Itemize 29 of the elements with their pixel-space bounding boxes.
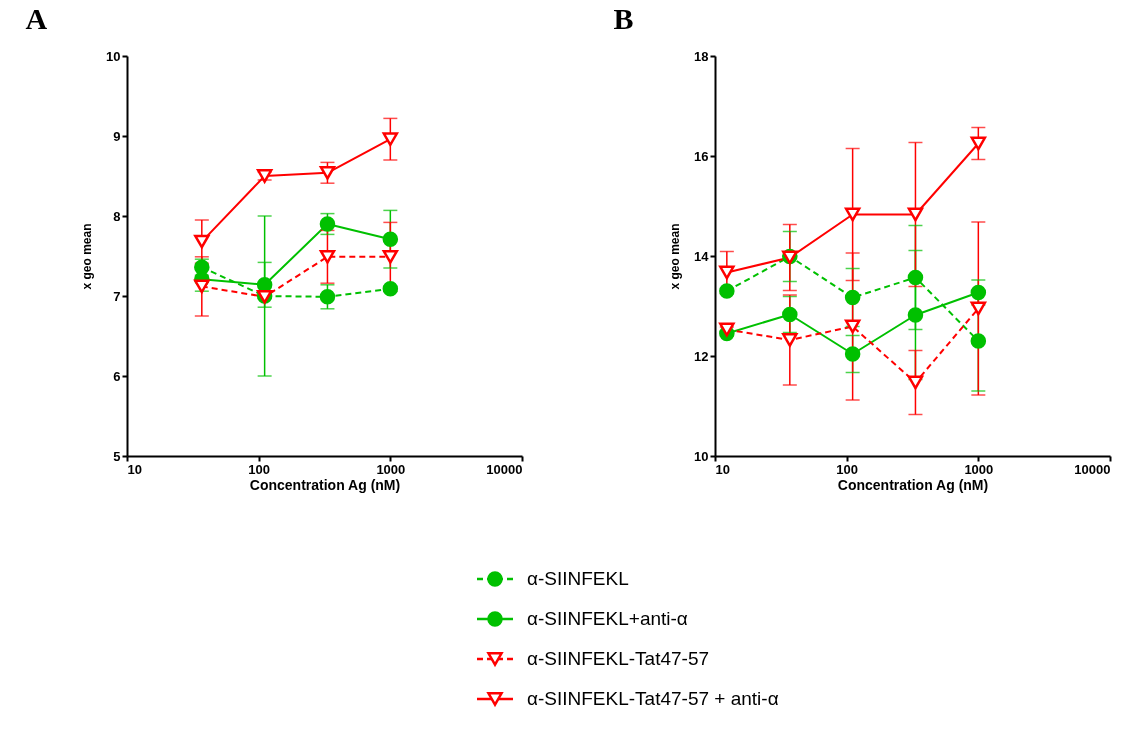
x-axis-title: Concentration Ag (nM) [837, 476, 989, 493]
y-tick-label: 6 [113, 368, 121, 384]
x-tick-label: 1000 [964, 461, 994, 477]
x-axis-title: Concentration Ag (nM) [249, 476, 401, 493]
x-tick-label: 10000 [1074, 461, 1111, 477]
y-tick-label: 8 [113, 208, 121, 224]
y-tick-label: 5 [113, 448, 121, 464]
x-tick-label: 100 [836, 461, 859, 477]
y-tick-label: 12 [694, 348, 709, 364]
x-tick-label: 1000 [376, 461, 406, 477]
x-tick-label: 10 [715, 461, 730, 477]
y-tick-label: 18 [694, 48, 709, 64]
legend-label: α-SIINFEKL [527, 568, 629, 589]
y-axis-title: x geo mean [80, 223, 95, 290]
legend-label: α-SIINFEKL+anti-α [527, 608, 688, 629]
y-tick-label: 16 [694, 148, 709, 164]
y-tick-label: 14 [694, 248, 710, 264]
y-tick-label: 7 [113, 288, 121, 304]
y-tick-label: 10 [106, 48, 121, 64]
chart-title: B [613, 2, 634, 35]
x-tick-label: 10 [127, 461, 142, 477]
y-tick-label: 10 [694, 448, 709, 464]
chart-title: A [25, 2, 48, 35]
y-tick-label: 9 [113, 128, 121, 144]
x-tick-label: 10000 [486, 461, 523, 477]
legend-label: α-SIINFEKL-Tat47-57 [527, 648, 710, 669]
x-tick-label: 100 [248, 461, 271, 477]
legend-label: α-SIINFEKL-Tat47-57 + anti-α [527, 688, 779, 709]
y-axis-title: x geo mean [668, 223, 683, 290]
